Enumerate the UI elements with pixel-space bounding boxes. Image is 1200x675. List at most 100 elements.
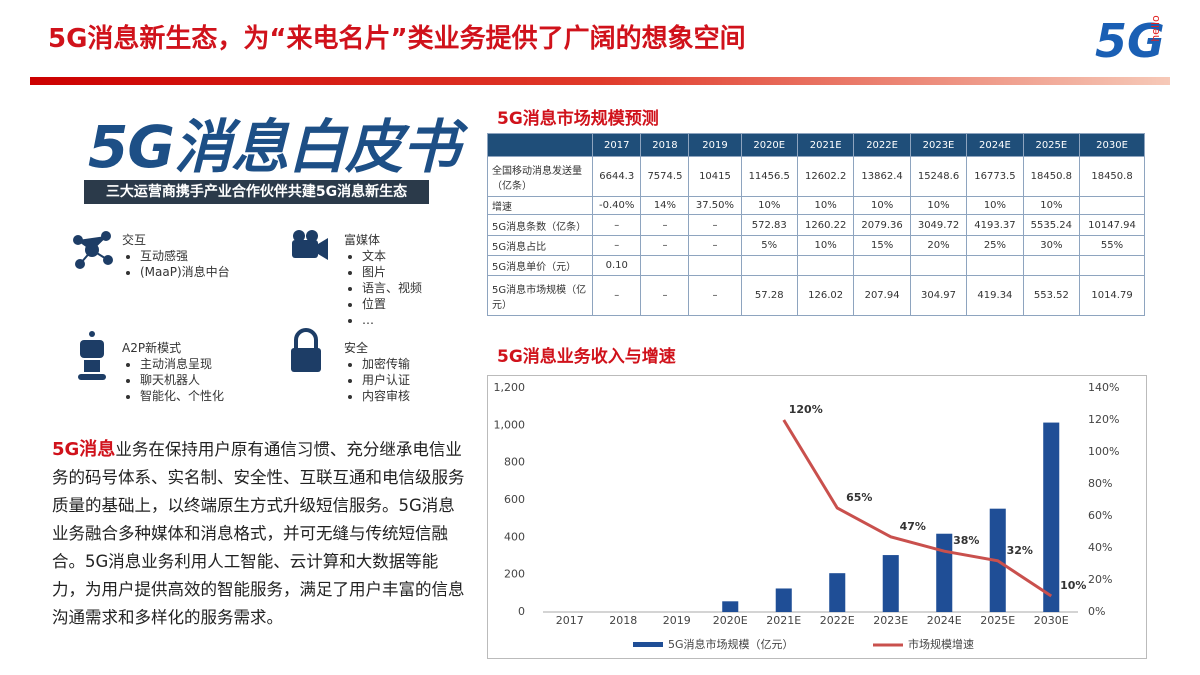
- feature-item: 语言、视频: [362, 280, 422, 296]
- header-cell: 2023E: [909, 133, 968, 157]
- y-tick-label: 400: [504, 530, 525, 543]
- table-cell: 10%: [796, 196, 855, 215]
- table-cell: 207.94: [853, 275, 911, 316]
- table-cell: 37.50%: [688, 196, 742, 215]
- table-cell: 4193.37: [966, 214, 1024, 236]
- feature-list: 文本图片语言、视频位置…: [344, 248, 422, 328]
- line: [782, 419, 1053, 598]
- table-cell: [1079, 255, 1145, 276]
- table-cell: [688, 255, 742, 276]
- table-cell: 12602.2: [796, 156, 855, 197]
- feature-item: (MaaP)消息中台: [140, 264, 230, 280]
- table-cell: 1260.22: [796, 214, 855, 236]
- data-label: 38%: [953, 534, 979, 547]
- table-cell: 13862.4: [853, 156, 911, 197]
- forecast-table: 2017 2018 2019 2020E 2021E 2022E 2023E 2024E 202…: [487, 133, 1145, 316]
- header-cell: 2030E: [1079, 133, 1145, 157]
- table-cell: 10415: [688, 156, 742, 197]
- x-tick-label: 2024E: [927, 614, 962, 627]
- feature: A2P新模式主动消息呈现聊天机器人智能化、个性化: [122, 340, 224, 404]
- header-cell: 2018: [640, 133, 690, 157]
- logo: 5G: [1095, 14, 1165, 68]
- feature-list: 加密传输用户认证内容审核: [344, 356, 410, 404]
- table-cell: 15248.6: [909, 156, 968, 197]
- table-row: 5G消息单价（元） 0.10: [487, 255, 1145, 276]
- bar: [882, 555, 899, 612]
- data-label: 32%: [1007, 544, 1033, 557]
- bar: [775, 588, 792, 612]
- feature: 安全加密传输用户认证内容审核: [344, 340, 410, 404]
- table-cell: 10%: [909, 196, 968, 215]
- logo-tag: hello: [1148, 15, 1162, 42]
- table-cell: 55%: [1079, 235, 1145, 256]
- y-tick-label: 1,000: [494, 418, 526, 431]
- table-row: 增速 -0.40% 14% 37.50% 10% 10% 10% 10% 10% 10%: [487, 196, 1145, 215]
- bar: [722, 601, 739, 612]
- x-tick-label: 2017: [556, 614, 584, 627]
- x-tick-label: 2018: [609, 614, 637, 627]
- y2-tick-label: 0%: [1088, 605, 1105, 618]
- table-cell: [640, 255, 690, 276]
- row-label: 5G消息市场规模（亿元）: [487, 275, 593, 316]
- paragraph: 5G消息业务在保持用户原有通信习惯、充分继承电信业务的码号体系、实名制、安全性、…: [52, 436, 467, 632]
- data-label: 120%: [789, 403, 823, 416]
- table-cell: [1079, 196, 1145, 215]
- feature-item: 用户认证: [362, 372, 410, 388]
- table-cell: 304.97: [909, 275, 968, 316]
- table-cell: 0.10: [591, 255, 642, 276]
- feature: 富媒体文本图片语言、视频位置…: [344, 232, 422, 328]
- table-cell: 126.02: [796, 275, 855, 316]
- table-cell: 20%: [909, 235, 968, 256]
- y2-tick-label: 100%: [1088, 445, 1119, 458]
- table-cell: –: [591, 235, 642, 256]
- header-cell: 2022E: [853, 133, 911, 157]
- header-row: 2017 2018 2019 2020E 2021E 2022E 2023E 2024E 202…: [487, 133, 1145, 157]
- table-cell: 30%: [1022, 235, 1081, 256]
- feature-item: 文本: [362, 248, 422, 264]
- table-cell: 10%: [796, 235, 855, 256]
- y2-tick-label: 60%: [1088, 509, 1112, 522]
- table-row: 5G消息占比 – – –5% 10% 15% 20% 25% 30% 55%: [487, 235, 1145, 256]
- feature-item: 位置: [362, 296, 422, 312]
- chart: 0 200 400 600 800 1,000 1,200 0% 20% 40% 60% 80% 100…: [494, 381, 1120, 651]
- feature-item: 聊天机器人: [140, 372, 224, 388]
- table-cell: 572.83: [740, 214, 798, 236]
- table-cell: 2079.36: [853, 214, 911, 236]
- table-cell: 419.34: [966, 275, 1024, 316]
- table-row: 5G消息市场规模（亿元） – – –57.28 126.02 207.94 304.97 41…: [487, 275, 1145, 316]
- icon-robot: [78, 331, 106, 380]
- table-row: 5G消息条数（亿条） – – –572.83 1260.22 2079.36 3049.72…: [487, 214, 1145, 236]
- feature-item: 内容审核: [362, 388, 410, 404]
- table-cell: [1022, 255, 1081, 276]
- header-cell: 2024E: [966, 133, 1024, 157]
- table-cell: [966, 255, 1024, 276]
- header-cell: 2020E: [740, 133, 798, 157]
- feature-title: 交互: [122, 233, 147, 247]
- table-cell: 7574.5: [640, 156, 690, 197]
- icon-media: [292, 230, 328, 260]
- table-cell: –: [640, 214, 690, 236]
- table-cell: 10%: [1022, 196, 1081, 215]
- legend-swatch: [633, 642, 663, 647]
- chart-frame: 0 200 400 600 800 1,000 1,200 0% 20% 40% 60% 80% 100…: [487, 375, 1147, 659]
- feature-list: 互动感强(MaaP)消息中台: [122, 248, 230, 280]
- legend-label: 5G消息市场规模（亿元）: [668, 637, 794, 651]
- table-cell: 18450.8: [1022, 156, 1081, 197]
- chart-title: 5G消息业务收入与增速: [497, 347, 676, 367]
- y2-tick-label: 20%: [1088, 573, 1112, 586]
- table-cell: 6644.3: [591, 156, 642, 197]
- table-cell: 11456.5: [740, 156, 798, 197]
- feature-item: 加密传输: [362, 356, 410, 372]
- table-cell: -0.40%: [591, 196, 642, 215]
- bar: [1043, 422, 1060, 612]
- header-cell: 2017: [591, 133, 642, 157]
- header-cell: 2025E: [1022, 133, 1081, 157]
- feature-item: …: [362, 312, 422, 328]
- header-cell: [487, 133, 593, 157]
- feature-item: 互动感强: [140, 248, 230, 264]
- y-tick-label: 200: [504, 568, 525, 581]
- row-label: 5G消息单价（元）: [487, 255, 593, 276]
- table-cell: 1014.79: [1079, 275, 1145, 316]
- table-cell: –: [640, 275, 690, 316]
